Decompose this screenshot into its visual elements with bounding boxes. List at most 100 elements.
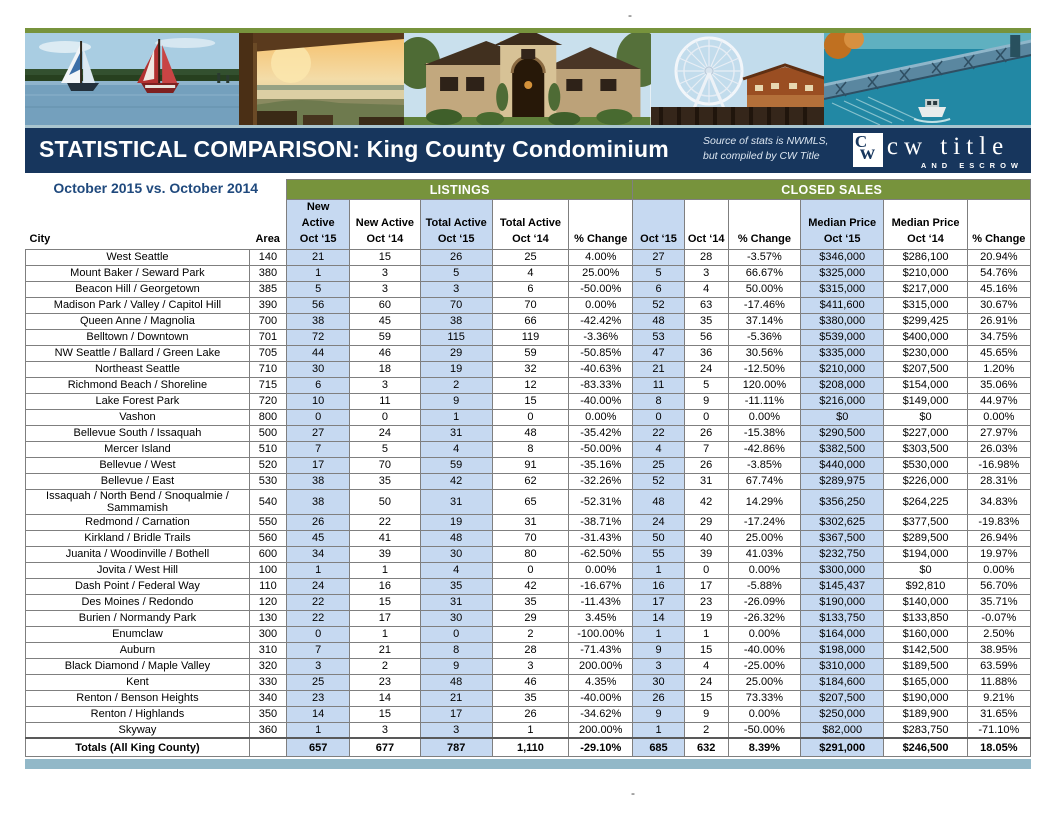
total-active-15-cell: 30 [419,609,493,627]
listings-pct-change-cell: -40.00% [568,392,634,410]
area-cell: 330 [248,673,288,691]
city-cell: Kirkland / Bridle Trails [25,529,250,547]
total-active-15-cell: 29 [419,344,493,362]
table-row: Northeast Seattle 710 30 18 19 32 -40.63… [25,360,1032,378]
sales-oct15-cell: 50 [632,529,685,547]
city-cell: Des Moines / Redondo [25,593,250,611]
sales-oct15-cell: 48 [632,312,685,330]
sales-oct14-cell: 24 [683,673,729,691]
median-price-15-cell: $164,000 [800,625,885,643]
listings-pct-change-cell: -3.36% [568,328,634,346]
sales-pct-change-cell: 41.03% [727,545,802,563]
totals-row: Totals (All King County) 657 677 787 1,1… [25,737,1032,757]
new-active-15-cell: 45 [286,529,351,547]
total-active-14-cell: 12 [491,376,570,394]
median-pct-change-cell: 56.70% [966,577,1032,595]
median-pct-change-cell: 2.50% [966,625,1032,643]
city-cell: Black Diamond / Maple Valley [25,657,250,675]
median-price-14-cell: $400,000 [883,328,968,346]
listings-pct-change-cell: -35.16% [568,456,634,474]
new-active-15-cell: 7 [286,641,351,659]
median-price-15-cell: $367,500 [800,529,885,547]
area-cell: 510 [248,440,288,458]
sales-oct14-cell: 5 [683,376,729,394]
area-cell: 130 [248,609,288,627]
total-active-15-cell: 9 [419,392,493,410]
area-cell: 715 [248,376,288,394]
median-price-14-cell: $154,000 [883,376,968,394]
closed-sales-section-header: CLOSED SALES [632,179,1031,200]
median-price-14-cell: $189,500 [883,657,968,675]
sales-pct-change-cell: -40.00% [727,641,802,659]
listings-section-header: LISTINGS [286,179,634,200]
area-cell: 550 [248,513,288,531]
page-content: STATISTICAL COMPARISON: King County Cond… [25,28,1032,769]
area-cell: 380 [248,264,288,282]
total-active-14-cell: 28 [491,641,570,659]
new-active-14-cell: 39 [349,545,421,563]
col-line: Median Price [891,216,960,229]
listings-pct-change-cell: -31.43% [568,529,634,547]
median-price-15-cell: $210,000 [800,360,885,378]
new-active-15-cell: 7 [286,440,351,458]
median-pct-change-cell: 44.97% [966,392,1032,410]
sales-pct-change-cell: -12.50% [727,360,802,378]
monogram-c: C [854,132,868,151]
median-pct-change-cell: 27.97% [966,424,1032,442]
total-active-15-cell: 2 [419,376,493,394]
col-line: Total Active [425,216,487,229]
sales-pct-change-cell: -11.11% [727,392,802,410]
total-active-14-cell: 91 [491,456,570,474]
sales-oct14-cell: 4 [683,657,729,675]
median-price-15-cell: $232,750 [800,545,885,563]
new-active-14-cell: 21 [349,641,421,659]
table-row: Auburn 310 7 21 8 28 -71.43% 9 15 -40.00… [25,641,1032,659]
col-header-listings-pct-change: % Change [568,199,634,250]
table-row: Jovita / West Hill 100 1 1 4 0 0.00% 1 0… [25,561,1032,579]
table-row: West Seattle 140 21 15 26 25 4.00% 27 28… [25,248,1032,266]
area-cell: 705 [248,344,288,362]
sales-oct14-cell: 40 [683,529,729,547]
total-active-14-cell: 3 [491,657,570,675]
sales-oct14-cell: 3 [683,264,729,282]
new-active-14-cell: 41 [349,529,421,547]
total-active-15-cell: 19 [419,513,493,531]
new-active-14-cell: 60 [349,296,421,314]
total-active-15-cell: 8 [419,641,493,659]
sales-oct15-cell: 8 [632,392,685,410]
totals-area [248,737,288,757]
sales-pct-change-cell: 67.74% [727,472,802,490]
total-active-15-cell: 70 [419,296,493,314]
median-price-15-cell: $190,000 [800,593,885,611]
total-active-15-cell: 31 [419,593,493,611]
photo-house-entrance [404,33,651,125]
totals-label: Totals (All King County) [25,737,250,757]
median-pct-change-cell: 45.65% [966,344,1032,362]
new-active-15-cell: 38 [286,488,351,515]
listings-pct-change-cell: -34.62% [568,705,634,723]
table-row: Des Moines / Redondo 120 22 15 31 35 -11… [25,593,1032,611]
sales-pct-change-cell: -3.85% [727,456,802,474]
totals-ta14: 1,110 [491,737,570,757]
listings-pct-change-cell: 200.00% [568,657,634,675]
sales-oct14-cell: 28 [683,248,729,266]
sales-oct15-cell: 47 [632,344,685,362]
new-active-14-cell: 16 [349,577,421,595]
sales-pct-change-cell: -26.32% [727,609,802,627]
median-price-14-cell: $194,000 [883,545,968,563]
sales-oct14-cell: 9 [683,705,729,723]
area-cell: 110 [248,577,288,595]
total-active-15-cell: 4 [419,440,493,458]
listings-pct-change-cell: 3.45% [568,609,634,627]
total-active-14-cell: 29 [491,609,570,627]
total-active-15-cell: 26 [419,248,493,266]
city-cell: NW Seattle / Ballard / Green Lake [25,344,250,362]
total-active-15-cell: 42 [419,472,493,490]
median-price-15-cell: $411,600 [800,296,885,314]
table-row: Juanita / Woodinville / Bothell 600 34 3… [25,545,1032,563]
sales-oct14-cell: 17 [683,577,729,595]
median-pct-change-cell: 0.00% [966,561,1032,579]
area-cell: 120 [248,593,288,611]
area-cell: 800 [248,408,288,426]
listings-pct-change-cell: -50.85% [568,344,634,362]
